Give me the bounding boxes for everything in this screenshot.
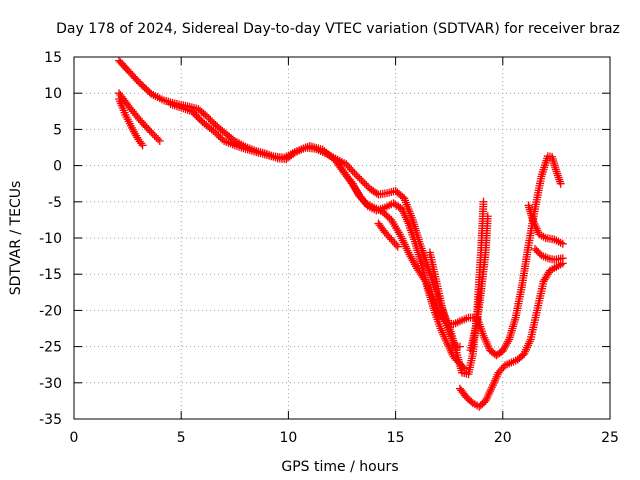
data-point xyxy=(445,344,454,353)
data-point xyxy=(353,172,362,181)
data-point xyxy=(137,139,146,148)
data-point xyxy=(558,254,567,263)
data-point xyxy=(396,232,405,241)
data-point xyxy=(481,396,490,405)
data-point xyxy=(352,170,361,179)
data-point xyxy=(348,167,357,176)
data-point xyxy=(392,240,401,249)
data-point xyxy=(479,197,488,206)
data-point xyxy=(395,230,404,239)
data-point xyxy=(150,131,159,140)
y-tick-label: 5 xyxy=(53,122,62,138)
y-tick-label: -35 xyxy=(39,412,62,428)
data-point xyxy=(485,389,494,398)
data-point xyxy=(206,115,215,124)
series-track-d xyxy=(166,100,565,360)
x-tick-label: 15 xyxy=(387,430,405,446)
chart-title: Day 178 of 2024, Sidereal Day-to-day VTE… xyxy=(56,21,620,37)
data-point xyxy=(347,165,356,174)
series-track-f xyxy=(374,219,402,251)
data-point xyxy=(403,246,412,255)
data-point xyxy=(484,391,493,400)
data-point xyxy=(138,141,147,150)
y-tick-label: 15 xyxy=(44,50,62,66)
tick-labels: 0 5 10 15 20 25 15 10 5 0 -5 -10 -15 -20 -25 -30 -35 xyxy=(39,50,619,446)
data-point xyxy=(397,234,406,243)
axis-ticks xyxy=(73,56,611,420)
y-tick-label: 10 xyxy=(44,86,62,102)
data-point xyxy=(458,362,467,371)
data-point xyxy=(216,133,225,142)
data-point xyxy=(360,179,369,188)
series-track-j xyxy=(524,201,567,248)
data-point xyxy=(393,242,402,251)
data-point xyxy=(155,136,164,145)
data-point xyxy=(483,392,492,401)
data-point xyxy=(455,342,464,351)
data-point xyxy=(399,238,408,247)
data-point xyxy=(147,128,156,137)
data-point xyxy=(212,130,221,139)
data-point xyxy=(556,179,565,188)
data-point xyxy=(486,387,495,396)
data-point xyxy=(362,181,371,190)
data-point xyxy=(460,364,469,373)
series-track-b xyxy=(115,89,164,145)
data-point xyxy=(357,176,366,185)
series-track-i xyxy=(455,259,567,411)
data-point xyxy=(400,240,409,249)
y-tick-label: -25 xyxy=(39,340,62,356)
x-tick-label: 10 xyxy=(279,430,297,446)
data-point xyxy=(487,385,496,394)
data-point xyxy=(211,128,220,137)
data-point xyxy=(483,212,492,221)
y-tick-label: -15 xyxy=(39,267,62,283)
data-point xyxy=(482,394,491,403)
x-tick-label: 25 xyxy=(601,430,619,446)
y-tick-label: -10 xyxy=(39,231,62,247)
data-point xyxy=(355,174,364,183)
x-tick-label: 5 xyxy=(177,430,186,446)
data-point xyxy=(447,348,456,357)
series-track-g xyxy=(425,248,464,351)
data-point xyxy=(443,338,452,347)
data-point xyxy=(443,340,452,349)
data-point xyxy=(398,236,407,245)
data-point xyxy=(214,131,223,140)
data-point xyxy=(350,169,359,178)
data-point xyxy=(444,342,453,351)
data-point xyxy=(504,337,513,346)
y-tick-label: -30 xyxy=(39,376,62,392)
data-point xyxy=(204,114,213,123)
x-tick-label: 20 xyxy=(494,430,512,446)
series-track-h xyxy=(466,212,492,355)
data-point xyxy=(558,239,567,248)
data-point xyxy=(202,112,211,121)
y-tick-label: -5 xyxy=(48,195,62,211)
data-point xyxy=(446,346,455,355)
data-points xyxy=(115,56,567,411)
data-point xyxy=(152,133,161,142)
series-track-k xyxy=(530,244,567,264)
y-axis-label: SDTVAR / TECUs xyxy=(8,181,24,296)
x-tick-label: 0 xyxy=(70,430,79,446)
data-point xyxy=(401,242,410,251)
y-tick-label: 0 xyxy=(53,159,62,175)
data-point xyxy=(359,177,368,186)
series-track-c xyxy=(115,94,147,150)
y-tick-label: -20 xyxy=(39,303,62,319)
data-point xyxy=(148,130,157,139)
data-point xyxy=(208,117,217,126)
series-track-e xyxy=(338,165,469,373)
x-axis-label: GPS time / hours xyxy=(281,459,398,475)
data-point xyxy=(209,126,218,135)
data-point xyxy=(154,135,163,144)
data-point xyxy=(402,244,411,253)
